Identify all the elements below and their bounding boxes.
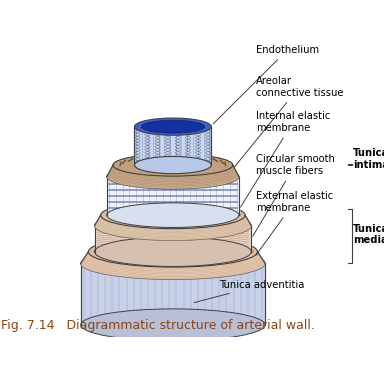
Text: Areolar
connective tissue: Areolar connective tissue (233, 76, 343, 169)
Text: External elastic
membrane: External elastic membrane (256, 191, 333, 255)
Ellipse shape (88, 236, 257, 267)
Ellipse shape (98, 206, 248, 234)
Ellipse shape (95, 210, 251, 239)
Ellipse shape (101, 201, 245, 229)
Ellipse shape (86, 240, 260, 271)
Ellipse shape (94, 237, 251, 266)
Ellipse shape (87, 239, 259, 270)
Ellipse shape (96, 209, 250, 238)
Ellipse shape (99, 204, 247, 231)
Ellipse shape (110, 159, 235, 182)
Ellipse shape (85, 241, 261, 273)
Ellipse shape (94, 211, 251, 240)
Text: Tunica adventitia: Tunica adventitia (194, 280, 305, 303)
Ellipse shape (81, 309, 265, 341)
Ellipse shape (141, 120, 205, 133)
Ellipse shape (112, 155, 233, 178)
Ellipse shape (108, 163, 238, 188)
Ellipse shape (83, 245, 263, 277)
Ellipse shape (81, 246, 264, 278)
Ellipse shape (88, 236, 257, 267)
Ellipse shape (107, 164, 239, 189)
Ellipse shape (107, 203, 239, 228)
Ellipse shape (81, 247, 265, 279)
Ellipse shape (109, 161, 237, 185)
Ellipse shape (111, 157, 235, 181)
Ellipse shape (109, 160, 236, 183)
Ellipse shape (94, 211, 251, 240)
Ellipse shape (97, 208, 249, 236)
Ellipse shape (83, 244, 263, 275)
Ellipse shape (112, 156, 234, 179)
Ellipse shape (100, 203, 246, 230)
Ellipse shape (101, 201, 245, 229)
Text: Tunica
intima: Tunica intima (353, 148, 384, 170)
Text: Circular smooth
muscle fibers: Circular smooth muscle fibers (253, 154, 335, 236)
Ellipse shape (134, 156, 211, 174)
Ellipse shape (113, 154, 233, 176)
Ellipse shape (88, 237, 258, 268)
Ellipse shape (84, 243, 262, 274)
Ellipse shape (99, 205, 247, 233)
Ellipse shape (97, 207, 248, 235)
Ellipse shape (113, 154, 233, 176)
Text: Internal elastic
membrane: Internal elastic membrane (240, 111, 330, 207)
Ellipse shape (134, 118, 211, 135)
Text: Endothelium: Endothelium (213, 45, 319, 124)
Text: Fig. 7.14   Diagrammatic structure of arterial wall.: Fig. 7.14 Diagrammatic structure of arte… (1, 319, 314, 332)
Ellipse shape (108, 162, 238, 186)
Text: Tunica
media: Tunica media (353, 224, 384, 246)
Ellipse shape (107, 164, 239, 189)
Ellipse shape (81, 247, 265, 279)
